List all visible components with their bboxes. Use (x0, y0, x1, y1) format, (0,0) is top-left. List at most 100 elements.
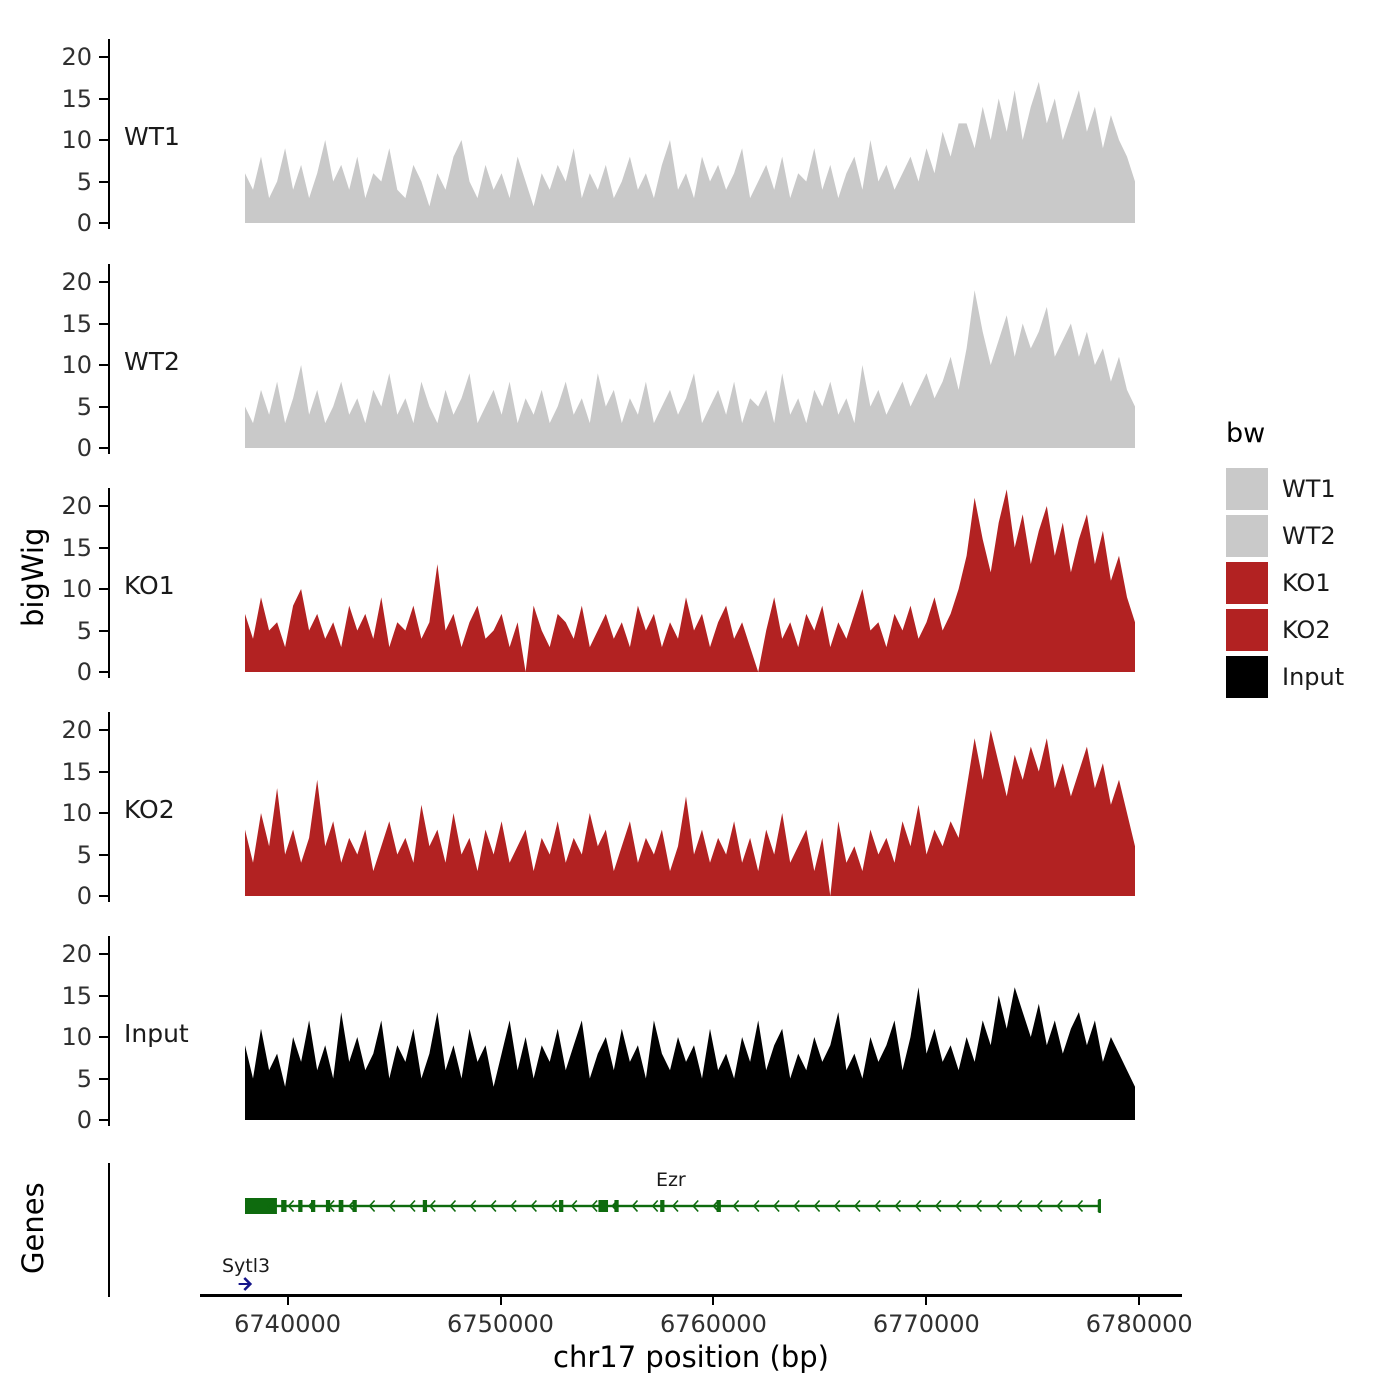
y-tick-mark (99, 1036, 108, 1038)
gene-ezr-strand-arrow-icon (773, 1199, 780, 1213)
x-tick-label: 6780000 (1085, 1310, 1193, 1338)
y-tick-mark (99, 180, 108, 183)
track-wt2: 0 5 10 15 20 WT2 (0, 252, 1200, 462)
gene-ezr-strand-arrow-icon (793, 1199, 800, 1213)
gene-ezr-strand-arrow-icon (712, 1199, 719, 1213)
y-tick-label: 5 (76, 1064, 92, 1093)
signal-polygon-input (245, 987, 1135, 1120)
y-tick-mark (99, 97, 108, 100)
y-tick-mark (99, 222, 108, 224)
y-axis-ticks: 0 5 10 15 20 (0, 700, 110, 910)
legend-label-wt2: WT2 (1282, 521, 1336, 550)
gene-ezr-strand-arrow-icon (287, 1199, 295, 1213)
x-tick-label: 6740000 (234, 1310, 342, 1338)
signal-area-input (245, 987, 1135, 1120)
y-tick-label: 0 (76, 882, 92, 910)
y-axis-line (108, 712, 110, 902)
y-tick-mark (99, 1077, 108, 1080)
gene-ezr-strand-arrow-icon (833, 1199, 841, 1213)
gene-ezr-strand-arrow-icon (550, 1199, 558, 1213)
gene-ezr-strand-arrow-icon (267, 1199, 274, 1213)
gene-ezr-strand-arrow-icon (934, 1199, 942, 1213)
y-tick-label: 0 (76, 209, 92, 237)
gene-ezr-strand-arrow-icon (631, 1199, 639, 1213)
y-tick-label: 0 (76, 434, 92, 462)
y-tick-mark (99, 770, 108, 773)
signal-area-wt1 (245, 81, 1135, 224)
y-tick-label: 10 (61, 799, 92, 827)
gene-ezr-exon (298, 1200, 303, 1212)
x-tick-mark (712, 1296, 715, 1305)
y-tick-mark (99, 729, 108, 731)
gene-ezr-strand-arrow-icon (611, 1199, 618, 1213)
y-tick-label: 15 (61, 981, 92, 1010)
y-axis-line (108, 488, 110, 678)
legend-label-ko2: KO2 (1282, 615, 1331, 644)
gene-ezr-exon (281, 1200, 287, 1212)
track-label-input: Input (124, 1019, 189, 1048)
y-tick-label: 10 (61, 351, 92, 379)
gene-ezr-strand-arrow-icon (1036, 1199, 1043, 1213)
y-tick-mark (99, 895, 108, 897)
y-tick-label: 5 (76, 392, 92, 421)
gene-ezr-strand-arrow-icon (489, 1199, 497, 1213)
gene-ezr-strand-arrow-icon (530, 1199, 537, 1213)
track-input: 0 5 10 15 20 Input (0, 924, 1200, 1134)
y-tick-label: 20 (61, 492, 92, 520)
y-tick-mark (99, 364, 108, 366)
genes-axis-line (108, 1163, 110, 1297)
legend: bw WT1 WT2 KO1 KO2 Input (1226, 418, 1344, 700)
gene-label-ezr: Ezr (656, 1169, 686, 1191)
legend-swatch-ko2 (1226, 608, 1268, 651)
gene-ezr-strand-arrow-icon (813, 1199, 821, 1213)
gene-ezr-strand-arrow-icon (469, 1199, 477, 1213)
y-tick-label: 0 (76, 658, 92, 686)
gene-ezr-strand-arrow-icon (955, 1199, 962, 1213)
x-axis: 6740000 6750000 6760000 6770000 6780000 (0, 1294, 1400, 1344)
y-tick-mark (99, 139, 108, 141)
gene-ezr-strand-arrow-icon (591, 1199, 598, 1213)
gene-sytl3-strand-arrow-icon (243, 1277, 253, 1291)
gene-ezr-strand-arrow-icon (853, 1199, 861, 1213)
signal-polygon-wt1 (245, 81, 1135, 224)
y-axis-line (108, 264, 110, 454)
gene-ezr-strand-arrow-icon (307, 1199, 315, 1213)
y-tick-label: 5 (76, 840, 92, 869)
gene-ezr-strand-arrow-icon (874, 1199, 881, 1213)
x-tick-label: 6760000 (659, 1310, 767, 1338)
gene-ezr-strand-arrow-icon (995, 1199, 1003, 1213)
gene-ezr-strand-arrow-icon (388, 1199, 396, 1213)
signal-polygon-ko2 (245, 730, 1135, 896)
gene-ezr-strand-arrow-icon (1015, 1199, 1023, 1213)
legend-swatch-wt1 (1226, 467, 1268, 510)
y-tick-mark (99, 505, 108, 507)
gene-ezr-strand-arrow-icon (429, 1199, 436, 1213)
x-tick-mark (286, 1296, 289, 1305)
y-axis-line (108, 39, 110, 229)
gene-ezr-first-exon (245, 1198, 277, 1214)
y-tick-label: 10 (61, 126, 92, 154)
x-tick-mark (1138, 1296, 1141, 1305)
gene-ezr-exon (338, 1200, 344, 1212)
gene-ezr-exon (716, 1200, 721, 1212)
y-tick-label: 10 (61, 575, 92, 603)
y-tick-label: 5 (76, 167, 92, 196)
gene-ezr-exon (352, 1200, 357, 1212)
y-axis-ticks: 0 5 10 15 20 (0, 27, 110, 237)
y-tick-mark (99, 281, 108, 283)
y-tick-label: 15 (61, 309, 92, 338)
legend-swatch-ko1 (1226, 561, 1268, 604)
y-tick-label: 15 (61, 533, 92, 562)
y-tick-mark (99, 1119, 108, 1121)
x-axis-title: chr17 position (bp) (553, 1340, 829, 1374)
legend-swatch-wt2 (1226, 514, 1268, 557)
gene-ezr-strand-arrow-icon (570, 1199, 578, 1213)
gene-label-sytl3: Sytl3 (222, 1255, 270, 1277)
track-label-wt1: WT1 (124, 122, 180, 151)
track-ko1: 0 5 10 15 20 KO1 (0, 476, 1200, 686)
signal-area-ko2 (245, 730, 1135, 896)
gene-ezr-strand-arrow-icon (732, 1199, 740, 1213)
gene-ezr-exon (559, 1200, 564, 1212)
gene-ezr-strand-arrow-icon (894, 1199, 902, 1213)
